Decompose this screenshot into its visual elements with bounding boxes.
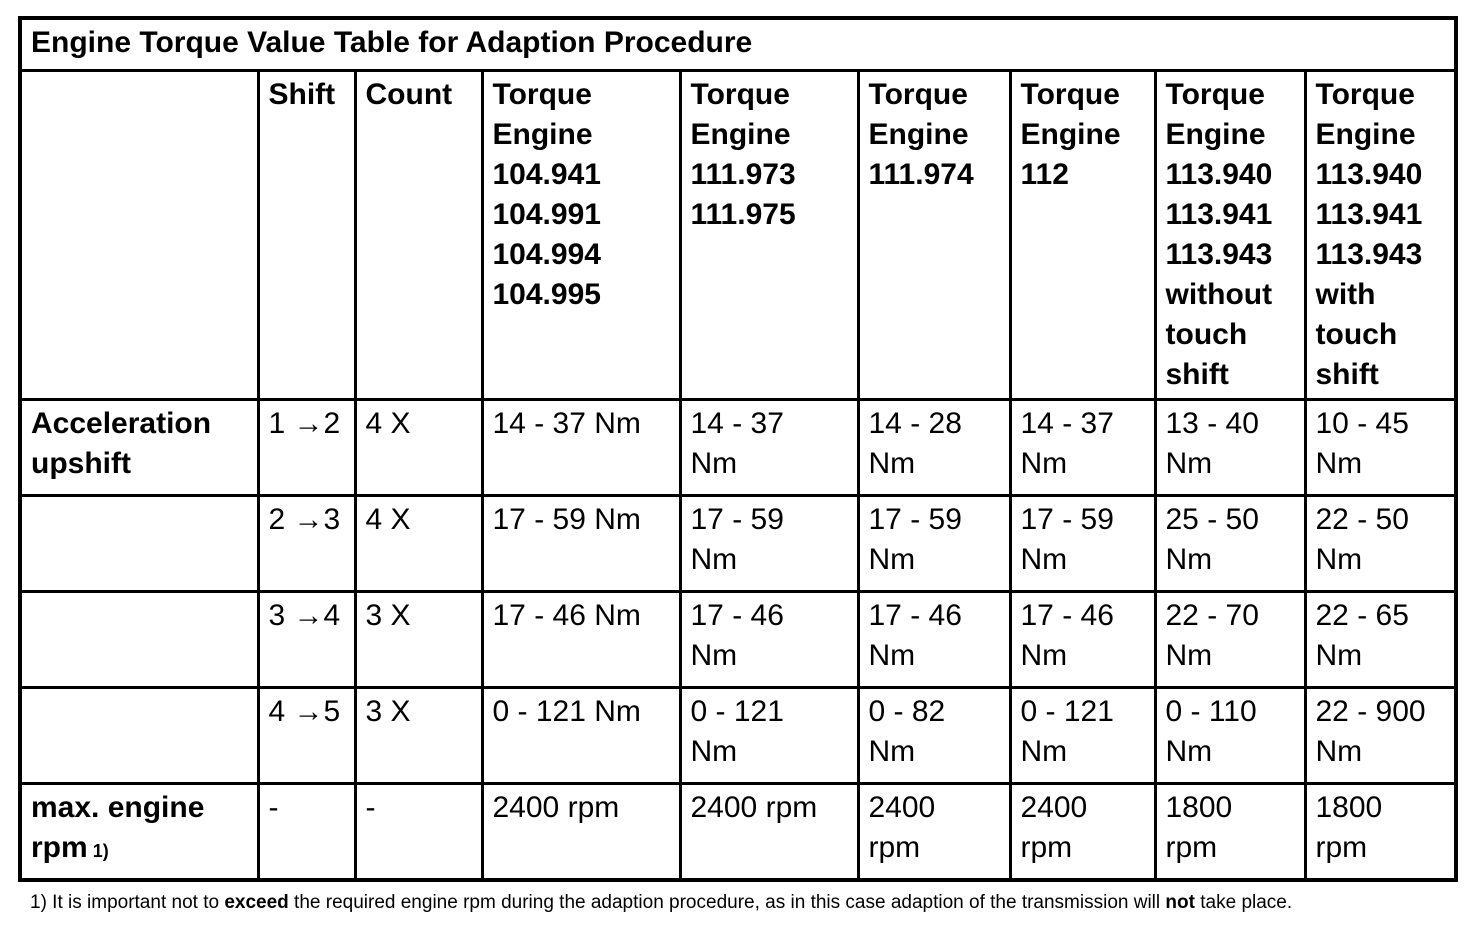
table-cell: 22 - 70 Nm <box>1153 589 1307 689</box>
header-cell-empty <box>18 68 260 401</box>
table-cell: 0 - 121 Nm <box>678 685 860 785</box>
table-cell: 2400 rpm <box>480 781 682 882</box>
table-cell: 17 - 46 Nm <box>856 589 1012 689</box>
table-cell: 2 →3 <box>256 493 357 593</box>
table-cell: 22 - 900 Nm <box>1303 685 1458 785</box>
table-cell: 22 - 65 Nm <box>1303 589 1458 689</box>
table-cell: 3 X <box>353 685 484 785</box>
table-cell: 4 X <box>353 397 484 497</box>
header-cell-engine-104: Torque Engine 104.941 104.991 104.994 10… <box>480 68 682 401</box>
row-label-max-engine-rpm: max. engine rpm 1) <box>18 781 260 882</box>
row-label-empty <box>18 589 260 689</box>
header-cell-engine-113-without-touch: Torque Engine 113.940 113.941 113.943 wi… <box>1153 68 1307 401</box>
row-label-text: max. engine rpm <box>31 790 205 864</box>
table-cell: 4 X <box>353 493 484 593</box>
table-cell: - <box>256 781 357 882</box>
row-label-acceleration-upshift: Acceleration upshift <box>18 397 260 497</box>
table-cell: 14 - 37 Nm <box>480 397 682 497</box>
table-cell: 0 - 121 Nm <box>1008 685 1157 785</box>
table-row-shift-2-3: 2 →3 4 X 17 - 59 Nm 17 - 59 Nm 17 - 59 N… <box>18 493 1458 593</box>
table-cell: 10 - 45 Nm <box>1303 397 1458 497</box>
table-cell: 17 - 59 Nm <box>480 493 682 593</box>
table-title: Engine Torque Value Table for Adaption P… <box>18 16 1458 72</box>
table-row-max-engine-rpm: max. engine rpm 1) - - 2400 rpm 2400 rpm… <box>18 781 1458 882</box>
table-row-shift-4-5: 4 →5 3 X 0 - 121 Nm 0 - 121 Nm 0 - 82 Nm… <box>18 685 1458 785</box>
header-cell-shift: Shift <box>256 68 357 401</box>
footnote-bold-word: exceed <box>224 892 289 913</box>
table-cell: 14 - 37 Nm <box>1008 397 1157 497</box>
footnote-text: the required engine rpm during the adapt… <box>288 892 1166 913</box>
table-row-shift-1-2: Acceleration upshift 1 →2 4 X 14 - 37 Nm… <box>18 397 1458 497</box>
footnote-text: It is important not to <box>46 892 225 913</box>
table-cell: 17 - 46 Nm <box>1008 589 1157 689</box>
footnote-marker: 1) <box>30 892 47 913</box>
table-cell: 13 - 40 Nm <box>1153 397 1307 497</box>
table-row-shift-3-4: 3 →4 3 X 17 - 46 Nm 17 - 46 Nm 17 - 46 N… <box>18 589 1458 689</box>
header-cell-engine-111-973: Torque Engine 111.973 111.975 <box>678 68 860 401</box>
header-cell-engine-111-974: Torque Engine 111.974 <box>856 68 1012 401</box>
table-cell: 2400 rpm <box>856 781 1012 882</box>
table-cell: 17 - 46 Nm <box>678 589 860 689</box>
table-cell: 1 →2 <box>256 397 357 497</box>
table-cell: 1800 rpm <box>1303 781 1458 882</box>
table-cell: 17 - 59 Nm <box>678 493 860 593</box>
footnote-text: take place. <box>1194 892 1293 913</box>
header-cell-engine-113-with-touch: Torque Engine 113.940 113.941 113.943 wi… <box>1303 68 1458 401</box>
table-cell: - <box>353 781 484 882</box>
table-cell: 17 - 59 Nm <box>1008 493 1157 593</box>
header-cell-engine-112: Torque Engine 112 <box>1008 68 1157 401</box>
title-row: Engine Torque Value Table for Adaption P… <box>18 16 1458 72</box>
table-cell: 3 X <box>353 589 484 689</box>
table-cell: 14 - 28 Nm <box>856 397 1012 497</box>
footnote-bold-word: not <box>1165 892 1195 913</box>
table-cell: 2400 rpm <box>1008 781 1157 882</box>
table-cell: 22 - 50 Nm <box>1303 493 1458 593</box>
row-label-empty <box>18 685 260 785</box>
table-cell: 0 - 110 Nm <box>1153 685 1307 785</box>
table-cell: 4 →5 <box>256 685 357 785</box>
footnote-reference: 1) <box>87 840 109 861</box>
engine-torque-table: Engine Torque Value Table for Adaption P… <box>18 16 1458 882</box>
footnote: 1) It is important not to exceed the req… <box>30 891 1454 915</box>
table-cell: 14 - 37 Nm <box>678 397 860 497</box>
header-row: Shift Count Torque Engine 104.941 104.99… <box>18 68 1458 401</box>
row-label-empty <box>18 493 260 593</box>
table-cell: 2400 rpm <box>678 781 860 882</box>
table-cell: 25 - 50 Nm <box>1153 493 1307 593</box>
table-cell: 1800 rpm <box>1153 781 1307 882</box>
table-cell: 0 - 121 Nm <box>480 685 682 785</box>
table-cell: 17 - 46 Nm <box>480 589 682 689</box>
table-cell: 17 - 59 Nm <box>856 493 1012 593</box>
header-cell-count: Count <box>353 68 484 401</box>
table-cell: 0 - 82 Nm <box>856 685 1012 785</box>
table-cell: 3 →4 <box>256 589 357 689</box>
